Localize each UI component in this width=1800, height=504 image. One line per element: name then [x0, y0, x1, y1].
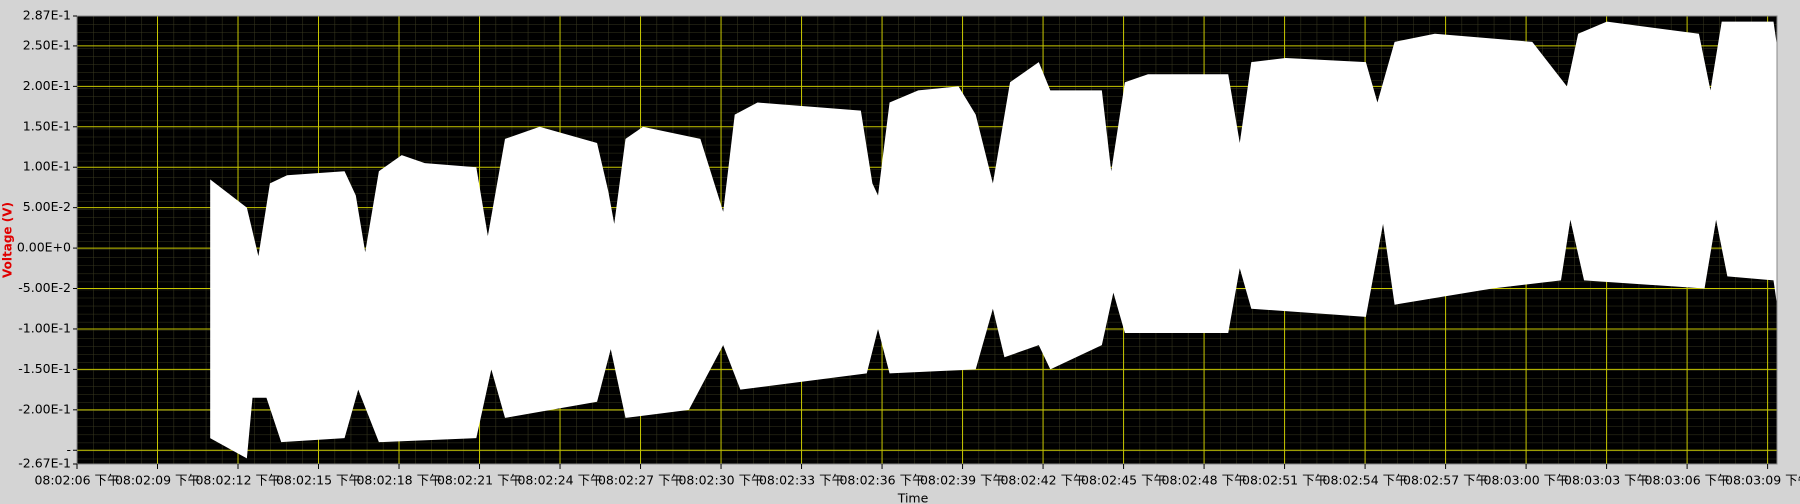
plot-frame: [76, 15, 1778, 465]
x-tick-label: 08:02:45 下午: [1081, 473, 1166, 488]
x-tick-label: 08:02:36 下午: [839, 473, 924, 488]
x-tick-label: 08:02:39 下午: [920, 473, 1005, 488]
x-tick-label: 08:02:18 下午: [356, 473, 441, 488]
y-tick-label: -2.67E-1: [18, 456, 71, 471]
x-tick-label: 08:02:33 下午: [759, 473, 844, 488]
y-tick-label: 2.50E-1: [23, 37, 71, 52]
x-tick-label: 08:02:21 下午: [437, 473, 522, 488]
y-tick-label: 2.00E-1: [23, 78, 71, 93]
x-tick-label: 08:02:30 下午: [678, 473, 763, 488]
x-tick-label: 08:02:12 下午: [195, 473, 280, 488]
x-tick-label: 08:02:24 下午: [517, 473, 602, 488]
x-tick-label: 08:02:54 下午: [1323, 473, 1408, 488]
y-tick-label: -: [66, 442, 71, 457]
y-tick-label: 5.00E-2: [23, 199, 71, 214]
x-tick-label: 08:02:57 下午: [1403, 473, 1488, 488]
x-tick-label: 08:02:15 下午: [276, 473, 361, 488]
y-tick-label: -1.00E-1: [18, 320, 71, 335]
y-tick-label: 2.87E-1: [23, 8, 71, 23]
x-tick-label: 08:03:03 下午: [1564, 473, 1649, 488]
y-tick-label: 1.50E-1: [23, 118, 71, 133]
x-tick-label: 08:02:51 下午: [1242, 473, 1327, 488]
x-axis-title: Time: [897, 491, 929, 504]
y-tick-label: -2.00E-1: [18, 401, 71, 416]
y-tick-label: -5.00E-2: [18, 280, 71, 295]
x-tick-label: 08:02:42 下午: [1000, 473, 1085, 488]
x-tick-label: 08:02:09 下午: [115, 473, 200, 488]
x-tick-label: 08:03:00 下午: [1484, 473, 1569, 488]
x-tick-label: 08:02:27 下午: [598, 473, 683, 488]
y-axis-title: Voltage (V): [1, 202, 15, 278]
y-tick-label: 0.00E+0: [17, 240, 71, 255]
axes: 2.87E-1 2.50E-1 2.00E-1 1.50E-1 1.00E-1 5.00E…: [17, 8, 1800, 488]
x-tick-label: 08:03:06 下午: [1645, 473, 1730, 488]
x-tick-label: 08:02:48 下午: [1162, 473, 1247, 488]
y-tick-label: -1.50E-1: [18, 361, 71, 376]
x-tick-label: 08:02:06 下午: [34, 473, 119, 488]
x-tick-label: 08:03:09 下午: [1725, 473, 1800, 488]
y-tick-label: 1.00E-1: [23, 159, 71, 174]
